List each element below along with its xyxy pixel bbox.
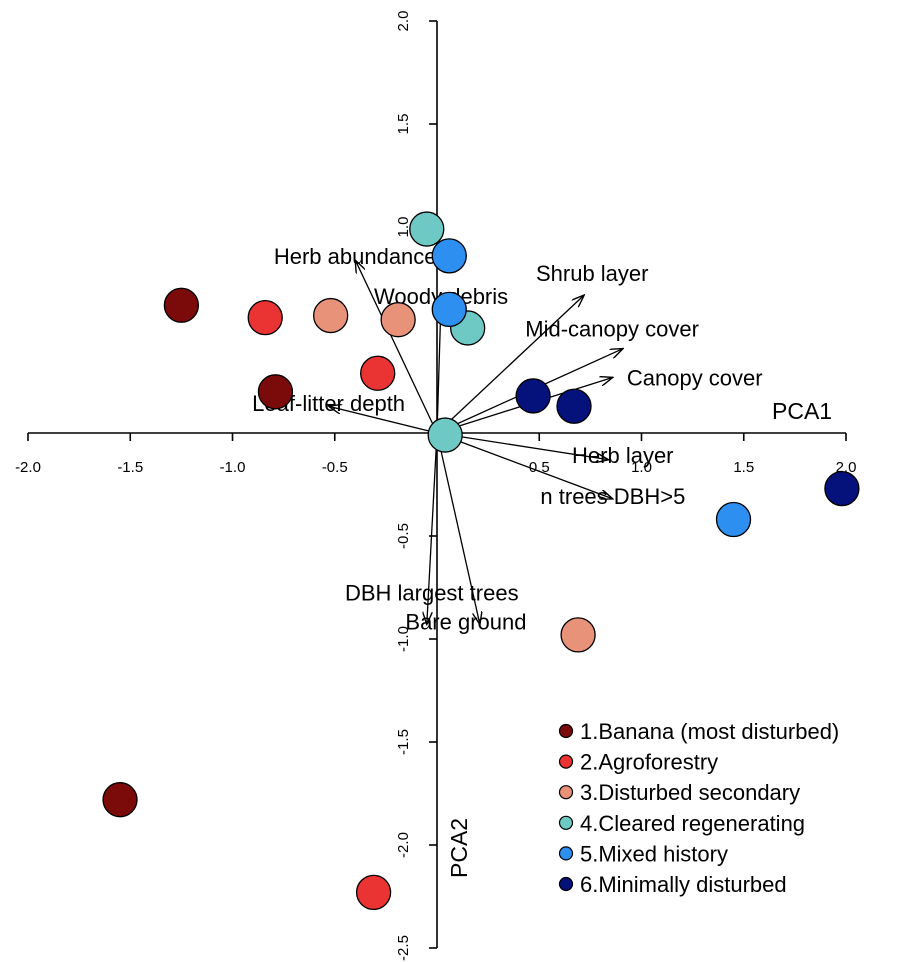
legend-label: 5.Mixed history bbox=[580, 841, 728, 866]
site-point bbox=[515, 378, 551, 414]
x-tick-label: 1.5 bbox=[733, 459, 754, 476]
x-tick-label: -0.5 bbox=[322, 459, 348, 476]
legend-marker bbox=[558, 876, 574, 892]
site-point bbox=[409, 211, 445, 247]
y-tick-label: -2.0 bbox=[395, 832, 412, 858]
loading-arrow bbox=[436, 432, 613, 499]
site-point bbox=[102, 782, 138, 818]
y-tick-label: 2.0 bbox=[395, 11, 412, 32]
y-axis-title: PCA2 bbox=[446, 818, 472, 878]
site-point bbox=[824, 470, 860, 507]
site-point bbox=[560, 617, 596, 653]
site-point bbox=[427, 417, 463, 453]
site-point bbox=[715, 501, 752, 538]
site-point bbox=[313, 297, 349, 334]
y-tick-label: -2.5 bbox=[395, 935, 412, 961]
x-tick-label: -1.0 bbox=[220, 459, 246, 476]
loading-arrow bbox=[355, 260, 438, 434]
vector-label: Canopy cover bbox=[627, 365, 763, 390]
legend-marker bbox=[558, 846, 574, 861]
legend-marker bbox=[558, 754, 574, 769]
x-tick-label: -1.5 bbox=[117, 459, 143, 476]
x-tick-label: -2.0 bbox=[15, 459, 41, 476]
legend-label: 4.Cleared regenerating bbox=[580, 811, 805, 836]
legend-label: 3.Disturbed secondary bbox=[580, 780, 800, 805]
y-axis-ticks: 2.0 1.5 1.0 -0.5 -1.0 -1.5 -2.0 -2.5 bbox=[395, 11, 437, 961]
vector-label: Shrub layer bbox=[536, 261, 649, 286]
loading-arrow bbox=[436, 432, 480, 625]
loading-arrow bbox=[427, 432, 438, 625]
site-point bbox=[257, 374, 294, 410]
y-tick-label: -1.5 bbox=[395, 729, 412, 755]
legend-marker bbox=[558, 785, 574, 800]
vector-label: DBH largest trees bbox=[345, 581, 519, 606]
y-tick-label: -0.5 bbox=[395, 523, 412, 549]
site-point bbox=[380, 302, 416, 338]
loading-arrow bbox=[436, 432, 609, 460]
y-tick-label: -1.0 bbox=[395, 626, 412, 652]
legend: 1.Banana (most disturbed) 2.Agroforestry 3… bbox=[558, 719, 839, 897]
legend-label: 6.Minimally disturbed bbox=[580, 872, 787, 897]
site-point bbox=[556, 388, 592, 424]
vector-label: Herb abundance bbox=[274, 244, 437, 269]
loading-arrow bbox=[436, 295, 584, 434]
site-points bbox=[102, 211, 860, 911]
site-point bbox=[431, 291, 467, 328]
vector-label: n trees DBH>5 bbox=[540, 484, 685, 509]
y-tick-label: 1.5 bbox=[395, 114, 412, 135]
site-point bbox=[431, 238, 467, 274]
legend-label: 1.Banana (most disturbed) bbox=[580, 719, 839, 744]
loading-vectors bbox=[329, 260, 623, 625]
loading-arrow bbox=[329, 406, 438, 434]
site-point bbox=[163, 287, 200, 323]
vector-label: Bare ground bbox=[405, 610, 526, 635]
site-point bbox=[360, 355, 396, 391]
x-tick-label: 0.5 bbox=[529, 459, 550, 476]
legend-label: 2.Agroforestry bbox=[580, 750, 718, 775]
y-tick-label: 1.0 bbox=[395, 217, 412, 238]
vector-label: Mid-canopy cover bbox=[525, 317, 699, 342]
x-axis-title: PCA1 bbox=[772, 398, 832, 424]
legend-marker bbox=[558, 815, 574, 830]
site-point bbox=[355, 874, 392, 911]
legend-marker bbox=[558, 723, 574, 739]
vector-label: Herb layer bbox=[572, 443, 673, 468]
site-point bbox=[247, 299, 283, 336]
x-tick-label: 1.0 bbox=[631, 459, 652, 476]
